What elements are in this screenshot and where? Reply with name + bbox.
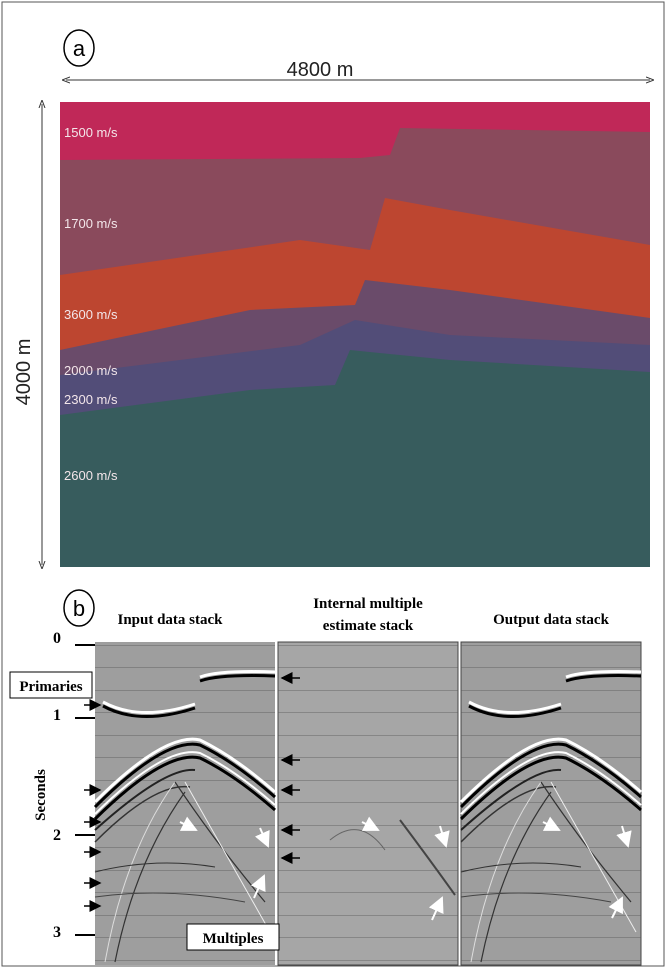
velocity-model bbox=[60, 102, 650, 567]
panel-label-ring bbox=[63, 589, 95, 627]
white-arrows bbox=[179, 816, 632, 921]
panel-title: estimate stack bbox=[323, 618, 414, 634]
height-label: 4000 m bbox=[13, 339, 35, 406]
seismic-panel bbox=[459, 641, 643, 966]
tick-label: 0 bbox=[53, 630, 61, 647]
velocity-label: 2000 m/s bbox=[64, 363, 118, 378]
panel-title: Output data stack bbox=[493, 612, 610, 628]
tick-label: 3 bbox=[53, 924, 61, 941]
width-label: 4800 m bbox=[287, 59, 354, 81]
velocity-label: 3600 m/s bbox=[64, 307, 118, 322]
panel-label-ring bbox=[63, 29, 95, 67]
panel-title: Input data stack bbox=[117, 612, 223, 628]
velocity-label: 1700 m/s bbox=[64, 216, 118, 231]
velocity-label: 1500 m/s bbox=[64, 125, 118, 140]
axis bbox=[75, 644, 95, 936]
panel-label: a bbox=[73, 36, 86, 61]
layer bbox=[60, 102, 650, 160]
axis-label: Seconds bbox=[33, 769, 49, 821]
annotation-box bbox=[9, 671, 93, 699]
panel-label: b bbox=[73, 596, 85, 621]
seismic-panel bbox=[93, 642, 277, 965]
annotation-box bbox=[186, 923, 280, 951]
annotation: Primaries bbox=[19, 679, 82, 695]
velocity-label: 2600 m/s bbox=[64, 468, 118, 483]
tick-label: 2 bbox=[53, 827, 61, 844]
arrows bbox=[84, 672, 300, 912]
seismic-panel bbox=[277, 641, 459, 966]
annotation: Multiples bbox=[203, 931, 264, 947]
panel-title: Internal multiple bbox=[313, 596, 423, 612]
velocity-label: 2300 m/s bbox=[64, 392, 118, 407]
tick-label: 1 bbox=[53, 707, 61, 724]
